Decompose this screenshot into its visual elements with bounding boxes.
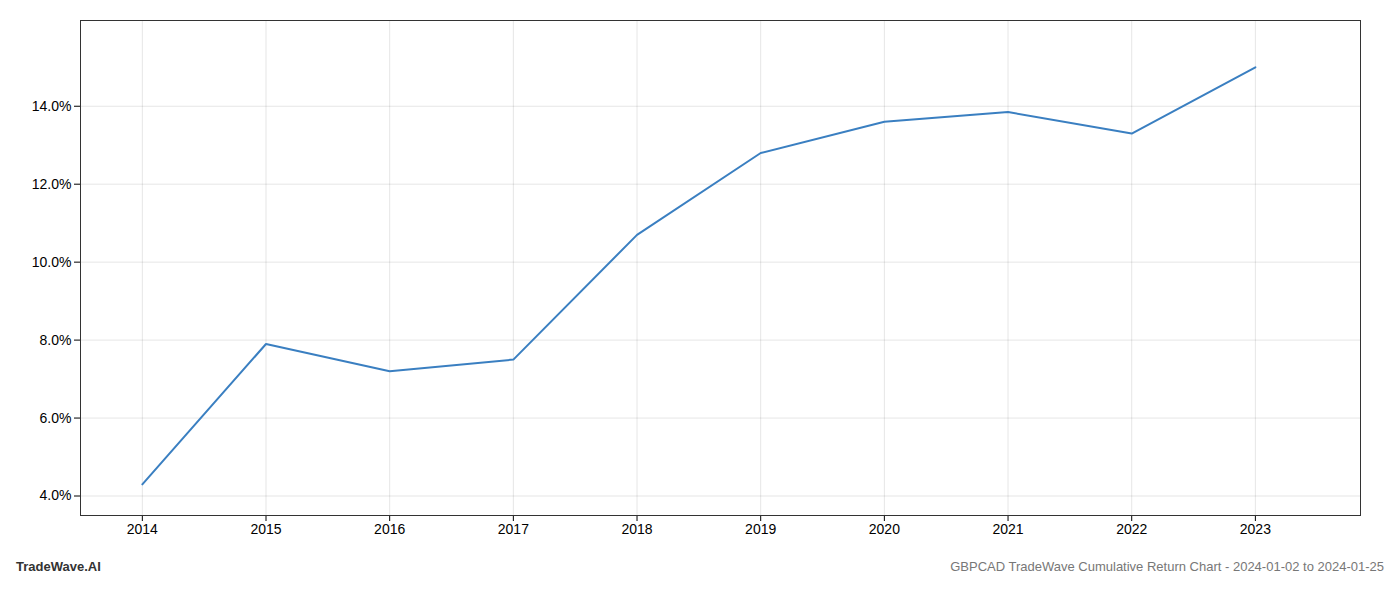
svg-text:10.0%: 10.0%	[32, 254, 72, 270]
svg-text:4.0%: 4.0%	[40, 487, 72, 503]
svg-text:2014: 2014	[127, 521, 158, 537]
svg-text:2021: 2021	[992, 521, 1023, 537]
html-text:TradeWave.AI: TradeWave.AI	[16, 559, 101, 574]
svg-text:2022: 2022	[1116, 521, 1147, 537]
html-text:GBPCAD TradeWave Cumulative Re: GBPCAD TradeWave Cumulative Return Chart…	[950, 559, 1384, 574]
svg-text:8.0%: 8.0%	[40, 332, 72, 348]
svg-text:2019: 2019	[745, 521, 776, 537]
svg-text:2016: 2016	[374, 521, 405, 537]
svg-text:12.0%: 12.0%	[32, 176, 72, 192]
svg-text:2015: 2015	[250, 521, 281, 537]
svg-text:2018: 2018	[621, 521, 652, 537]
svg-text:2023: 2023	[1240, 521, 1271, 537]
svg-text:2020: 2020	[869, 521, 900, 537]
svg-text:6.0%: 6.0%	[40, 410, 72, 426]
svg-text:14.0%: 14.0%	[32, 98, 72, 114]
svg-text:2017: 2017	[498, 521, 529, 537]
